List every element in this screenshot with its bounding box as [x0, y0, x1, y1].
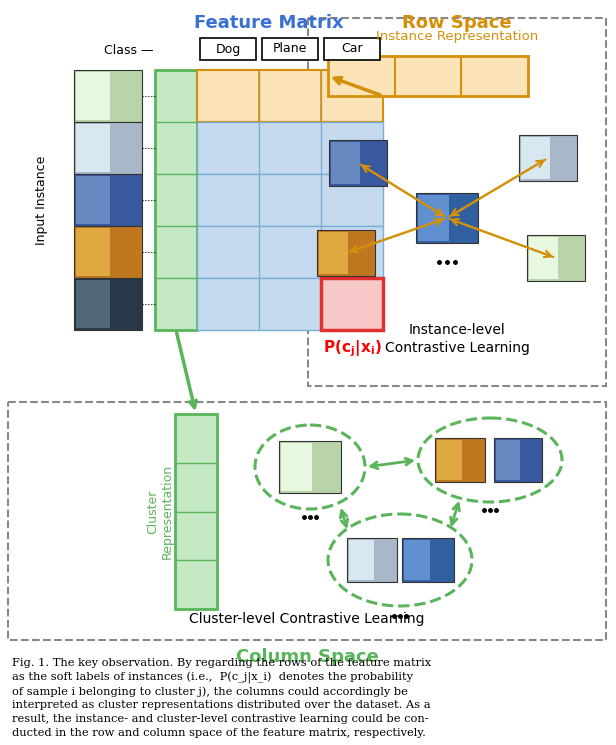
Bar	[308, 18, 606, 386]
Text: Plane: Plane	[273, 42, 307, 55]
Bar	[435, 438, 485, 482]
Bar	[437, 440, 462, 480]
Bar	[74, 226, 142, 278]
Bar	[76, 72, 110, 120]
Bar	[494, 438, 542, 482]
Text: as the soft labels of instances (i.e.,  P(c_j|x_i)  denotes the probability: as the soft labels of instances (i.e., P…	[12, 672, 413, 684]
Bar	[521, 137, 550, 179]
Bar	[197, 70, 383, 122]
Text: interpreted as cluster representations distributed over the dataset. As a: interpreted as cluster representations d…	[12, 700, 431, 710]
Bar	[519, 135, 577, 181]
Bar	[321, 278, 383, 330]
Text: Instance-level
Contrastive Learning: Instance-level Contrastive Learning	[384, 323, 529, 355]
Text: result, the instance- and cluster-level contrastive learning could be con-: result, the instance- and cluster-level …	[12, 714, 429, 724]
Text: Class —: Class —	[103, 43, 153, 57]
Bar	[76, 124, 110, 172]
Bar	[404, 540, 430, 580]
Text: Fig. 1. The key observation. By regarding the rows of the feature matrix: Fig. 1. The key observation. By regardin…	[12, 658, 431, 668]
Text: Cluster
Representation: Cluster Representation	[146, 464, 174, 559]
Text: Car: Car	[341, 42, 363, 55]
Bar	[319, 232, 348, 274]
Bar	[418, 195, 449, 241]
Bar	[329, 140, 387, 186]
Text: Column Space: Column Space	[235, 648, 378, 666]
Bar	[74, 278, 142, 330]
Bar	[197, 226, 383, 278]
Bar	[197, 122, 383, 174]
Bar	[8, 402, 606, 640]
Text: Dog: Dog	[216, 42, 241, 55]
Bar	[197, 278, 383, 330]
Bar	[349, 540, 374, 580]
Text: $\mathbf{P(c_j|x_i)}$: $\mathbf{P(c_j|x_i)}$	[323, 338, 381, 358]
Text: Feature Matrix: Feature Matrix	[194, 14, 344, 32]
Bar	[402, 538, 454, 582]
Text: ducted in the row and column space of the feature matrix, respectively.: ducted in the row and column space of th…	[12, 728, 426, 738]
Bar	[279, 441, 341, 493]
Text: Input Instance: Input Instance	[36, 155, 49, 244]
Text: Cluster-level Contrastive Learning: Cluster-level Contrastive Learning	[189, 612, 425, 626]
Bar	[262, 38, 318, 60]
Bar	[416, 193, 478, 243]
Bar	[328, 56, 528, 96]
Text: Instance Representation: Instance Representation	[376, 30, 538, 43]
Bar	[76, 176, 110, 224]
Bar	[76, 228, 110, 276]
Bar	[155, 70, 197, 330]
Bar	[74, 122, 142, 174]
Bar	[74, 70, 142, 122]
Bar	[175, 414, 217, 609]
Bar	[331, 142, 360, 184]
Bar	[200, 38, 256, 60]
Bar	[281, 443, 312, 491]
Bar	[317, 230, 375, 276]
Bar	[197, 174, 383, 226]
Bar	[347, 538, 397, 582]
Bar	[496, 440, 520, 480]
Bar	[529, 237, 558, 279]
Text: Row Space: Row Space	[402, 14, 512, 32]
Bar	[76, 280, 110, 328]
Text: of sample i belonging to cluster j), the columns could accordingly be: of sample i belonging to cluster j), the…	[12, 686, 408, 697]
Bar	[74, 174, 142, 226]
Bar	[527, 235, 585, 281]
Bar	[324, 38, 380, 60]
